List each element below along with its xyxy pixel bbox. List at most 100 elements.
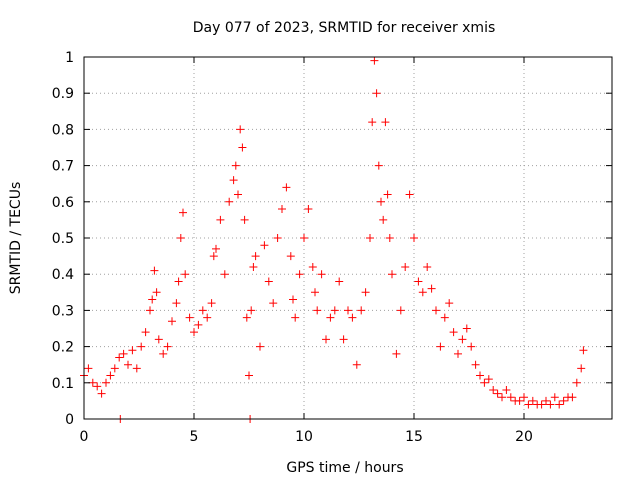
data-point	[172, 299, 181, 308]
data-point	[174, 277, 183, 286]
data-point	[260, 241, 269, 250]
data-points	[80, 56, 588, 423]
y-tick-label: 0.9	[52, 86, 74, 102]
data-point	[146, 306, 154, 315]
data-point	[377, 197, 385, 206]
data-point	[317, 270, 326, 279]
data-point	[537, 400, 546, 409]
data-point	[515, 396, 524, 405]
data-point	[454, 349, 462, 358]
data-point	[493, 389, 502, 398]
data-point	[366, 234, 374, 242]
data-point	[326, 313, 335, 322]
data-point	[405, 190, 414, 199]
data-point	[555, 400, 564, 409]
data-point	[542, 396, 550, 405]
x-tick-label: 0	[80, 429, 89, 445]
data-point	[251, 252, 260, 261]
data-point	[247, 306, 256, 315]
data-point	[242, 313, 251, 322]
data-point	[238, 143, 247, 152]
data-point	[152, 288, 161, 297]
data-point	[449, 328, 458, 337]
data-point	[304, 205, 313, 214]
data-point	[282, 183, 291, 192]
x-tick-label: 20	[515, 429, 533, 445]
data-point	[550, 393, 559, 402]
grid-lines	[84, 57, 612, 419]
data-point	[97, 389, 106, 398]
data-point	[484, 375, 493, 384]
data-point	[141, 328, 150, 337]
data-point	[286, 252, 295, 261]
data-point	[467, 342, 476, 351]
data-point	[179, 208, 187, 217]
data-point	[502, 386, 511, 395]
data-point	[322, 335, 330, 344]
data-point	[148, 295, 157, 304]
y-tick-label: 0	[65, 412, 74, 428]
data-point	[264, 277, 273, 286]
data-point	[216, 215, 225, 224]
data-point	[295, 270, 304, 279]
y-tick-label: 0.8	[52, 122, 74, 138]
data-point	[119, 349, 128, 358]
axis-ticks: 00.10.20.30.40.50.60.70.80.910 5 10 15 20	[52, 50, 612, 445]
x-tick-label: 10	[295, 429, 313, 445]
data-point	[289, 295, 297, 304]
data-point	[128, 346, 137, 355]
data-point	[572, 378, 581, 387]
data-point	[198, 306, 207, 315]
data-point	[163, 342, 172, 351]
data-point	[344, 306, 352, 315]
data-point	[385, 234, 394, 242]
data-point	[368, 118, 377, 127]
data-point	[388, 270, 396, 279]
data-point	[379, 215, 388, 224]
data-point	[361, 288, 370, 297]
data-point	[176, 234, 185, 242]
data-point	[418, 288, 427, 297]
y-tick-label: 0.5	[52, 231, 74, 247]
data-point	[190, 328, 198, 337]
data-point	[471, 360, 480, 369]
y-tick-label: 0.4	[52, 267, 74, 283]
data-point	[498, 393, 506, 402]
data-point	[559, 396, 568, 405]
data-point	[401, 262, 410, 271]
data-point	[410, 234, 418, 242]
data-point	[132, 364, 141, 373]
data-point	[194, 320, 203, 329]
data-point	[476, 371, 484, 380]
data-point	[236, 125, 245, 134]
data-point	[249, 262, 258, 271]
data-point	[370, 56, 379, 65]
data-point	[489, 386, 498, 395]
data-point	[392, 349, 401, 358]
chart-title: Day 077 of 2023, SRMTID for receiver xmi…	[193, 20, 496, 36]
data-point	[436, 342, 445, 351]
y-axis-label: SRMTID / TECUs	[8, 182, 24, 295]
data-point	[256, 342, 264, 351]
y-tick-label: 0.3	[52, 303, 74, 319]
data-point	[308, 262, 317, 271]
data-point	[220, 270, 229, 279]
data-point	[528, 396, 537, 405]
data-point	[110, 364, 119, 373]
data-point	[300, 234, 308, 242]
data-point	[207, 299, 216, 308]
data-point	[357, 306, 366, 315]
data-point	[414, 277, 423, 286]
data-point	[168, 317, 176, 326]
data-point	[520, 393, 528, 402]
data-point	[506, 393, 515, 402]
data-point	[273, 234, 282, 242]
data-point	[278, 205, 286, 214]
data-point	[102, 378, 110, 387]
data-point	[159, 349, 168, 358]
data-point	[445, 299, 454, 308]
data-point	[106, 371, 115, 380]
data-point	[381, 118, 390, 127]
data-point	[423, 262, 432, 271]
